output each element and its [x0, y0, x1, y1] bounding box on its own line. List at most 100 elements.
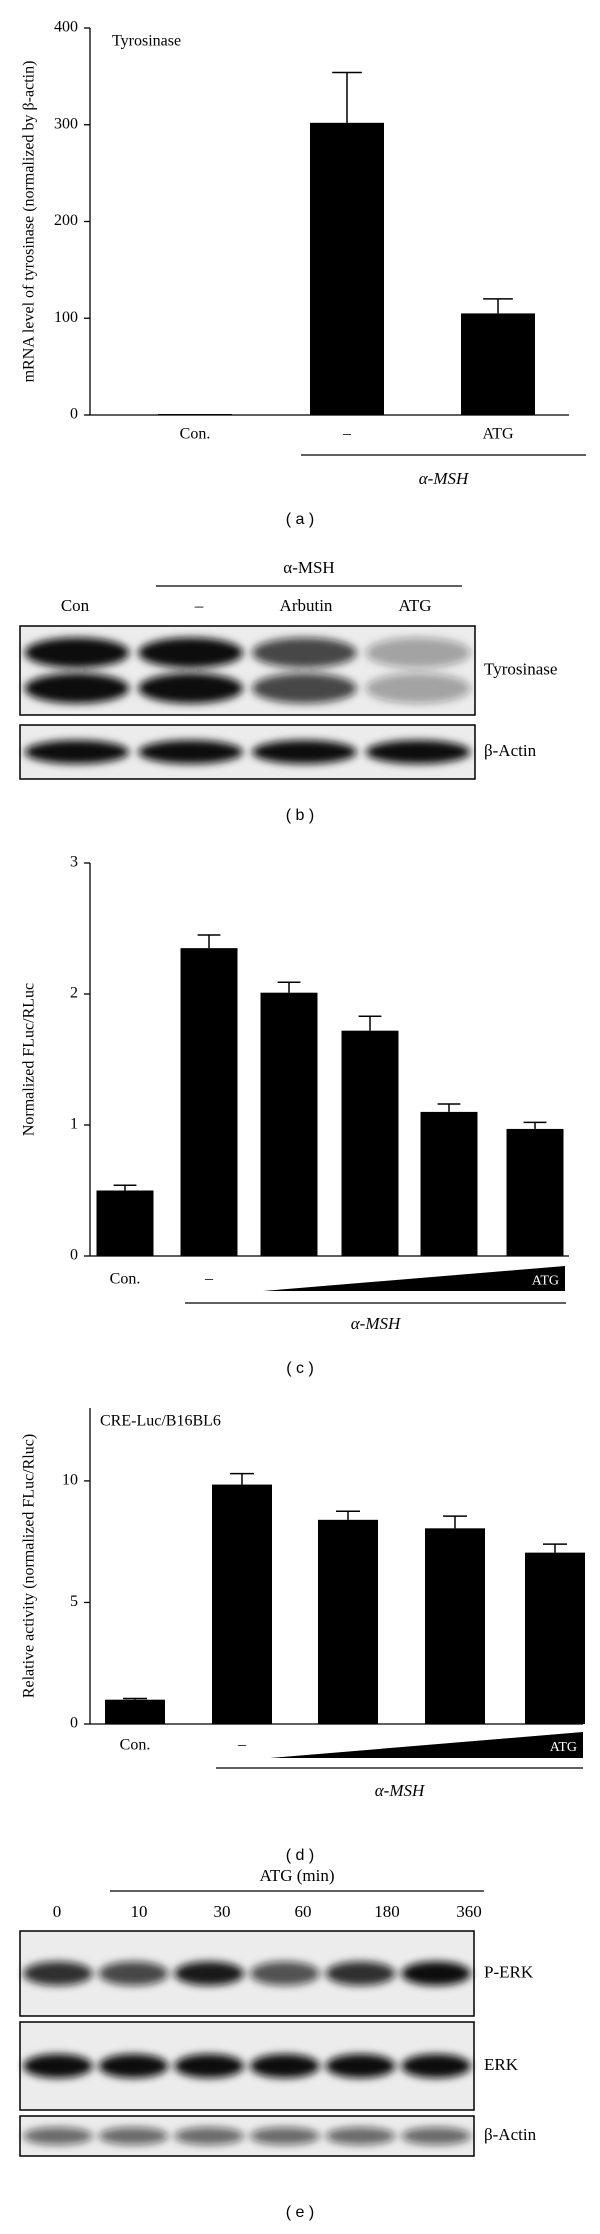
y-tick-label: 2 — [70, 985, 78, 1002]
bar — [260, 992, 318, 1256]
panel-label: ( c ) — [286, 1360, 314, 1377]
lane-label: – — [194, 596, 204, 615]
y-axis-label: Relative activity (normalized FLuc/Rluc) — [21, 1434, 38, 1698]
x-tick-label: – — [204, 1271, 214, 1288]
panel-label: ( a ) — [286, 511, 314, 528]
band — [365, 740, 471, 764]
bar — [461, 313, 535, 415]
lane-label: 10 — [131, 1902, 148, 1921]
band — [138, 740, 243, 764]
y-tick-label: 0 — [70, 406, 78, 423]
bar — [310, 122, 384, 415]
error-bar — [523, 1121, 547, 1129]
blot-background — [19, 2115, 475, 2157]
band — [23, 2054, 93, 2078]
row-label: Tyrosinase — [484, 659, 557, 678]
band — [252, 740, 357, 764]
bands — [23, 2054, 471, 2078]
y-tick-label: 0 — [70, 1247, 78, 1264]
band — [325, 2054, 396, 2078]
error-bar — [197, 934, 221, 949]
y-axis-label: Normalized FLuc/RLuc — [21, 983, 38, 1136]
error-bar — [543, 1543, 567, 1553]
y-tick-label: 200 — [54, 212, 78, 229]
bands — [23, 2127, 471, 2145]
error-bar — [483, 298, 513, 314]
band — [250, 1961, 320, 1986]
row-label: β-Actin — [484, 741, 537, 760]
lane-label: 180 — [374, 1902, 400, 1921]
y-tick-label: 10 — [62, 1472, 78, 1489]
x-tick-label: – — [342, 426, 352, 443]
bar — [96, 1190, 154, 1256]
x-tick-label: ATG — [482, 426, 514, 443]
dose-triangle — [270, 1732, 583, 1758]
row-label: P-ERK — [484, 1962, 534, 1981]
band — [325, 1961, 396, 1986]
annotation: Tyrosinase — [112, 33, 181, 50]
y-tick-label: 0 — [70, 1715, 78, 1732]
band — [24, 637, 130, 668]
bar — [506, 1128, 564, 1256]
lane-label: 60 — [295, 1902, 312, 1921]
x-tick-label: Con. — [120, 1737, 151, 1754]
bar — [525, 1552, 585, 1724]
error-bar — [230, 1472, 254, 1485]
error-bar — [336, 1510, 360, 1520]
error-bar — [113, 1184, 137, 1191]
band — [23, 2127, 93, 2145]
band — [401, 2127, 471, 2145]
y-tick-label: 100 — [54, 309, 78, 326]
annotation: CRE-Luc/B16BL6 — [100, 1413, 221, 1430]
band — [250, 2054, 320, 2078]
band — [252, 673, 357, 704]
band — [325, 2127, 396, 2145]
group-label: α-MSH — [419, 469, 470, 488]
x-tick-label: Con. — [110, 1271, 141, 1288]
band — [401, 2054, 471, 2078]
bar — [420, 1111, 478, 1256]
panel-label: ( d ) — [286, 1847, 314, 1864]
lane-label: Con — [61, 596, 90, 615]
band — [138, 673, 243, 704]
lane-label: 30 — [214, 1902, 231, 1921]
band — [365, 673, 471, 704]
band — [98, 2054, 169, 2078]
band — [252, 637, 357, 668]
bar — [212, 1484, 272, 1724]
group-label: α-MSH — [283, 558, 334, 577]
bands — [24, 740, 471, 764]
band — [98, 2127, 169, 2145]
bands — [24, 637, 471, 704]
y-tick-label: 5 — [70, 1593, 78, 1610]
band — [24, 673, 130, 704]
error-bar — [277, 981, 301, 993]
band — [138, 637, 243, 668]
lane-label: ATG — [398, 596, 431, 615]
band — [174, 2127, 244, 2145]
x-tick-label: Con. — [180, 426, 211, 443]
bands — [23, 1961, 471, 1986]
panel-label: ( e ) — [286, 2204, 314, 2221]
group-label: ATG (min) — [259, 1866, 334, 1885]
band — [174, 2054, 244, 2078]
y-tick-label: 1 — [70, 1116, 78, 1133]
band — [98, 1961, 169, 1986]
band — [250, 2127, 320, 2145]
group-label: α-MSH — [351, 1314, 402, 1333]
bar — [158, 414, 232, 415]
bar — [341, 1030, 399, 1256]
y-tick-label: 3 — [70, 854, 78, 871]
y-tick-label: 400 — [54, 19, 78, 36]
error-bar — [358, 1015, 382, 1031]
blot-background — [19, 1930, 475, 2017]
band — [365, 637, 471, 668]
dose-triangle — [263, 1266, 565, 1291]
triangle-label: ATG — [550, 1740, 577, 1755]
band — [24, 740, 130, 764]
group-label: α-MSH — [375, 1781, 426, 1800]
row-label: β-Actin — [484, 2125, 537, 2144]
error-bar — [123, 1697, 147, 1700]
lane-label: 0 — [53, 1902, 62, 1921]
